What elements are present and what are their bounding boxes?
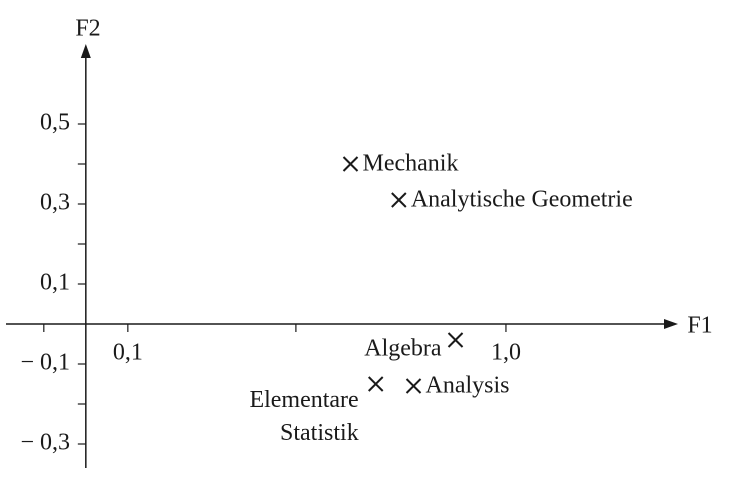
- point-marker: [447, 332, 464, 348]
- point-label: Analysis: [426, 373, 510, 399]
- point-marker: [405, 378, 422, 394]
- y-axis-title: F2: [75, 16, 100, 42]
- y-tick-label: − 0,1: [20, 350, 70, 376]
- x-tick-label: 1,0: [491, 340, 521, 366]
- y-axis-arrow: [80, 44, 91, 58]
- y-tick-label: 0,3: [40, 190, 70, 216]
- point-label: Algebra: [364, 336, 442, 362]
- point-label: Elementare Statistik: [249, 387, 359, 446]
- y-tick-label: − 0,3: [20, 430, 70, 456]
- point-marker: [368, 376, 384, 392]
- point-label: Mechanik: [363, 151, 459, 177]
- x-axis-title: F1: [687, 313, 712, 339]
- point-label-box: Elementare Statistik: [249, 387, 359, 446]
- point-marker: [342, 156, 359, 172]
- point-marker: [391, 192, 407, 208]
- x-tick-label: 0,1: [113, 340, 143, 366]
- x-axis-arrow: [664, 319, 678, 329]
- y-tick-label: 0,1: [40, 270, 70, 296]
- y-tick-label: 0,5: [40, 110, 70, 136]
- point-label: Analytische Geometrie: [411, 187, 633, 213]
